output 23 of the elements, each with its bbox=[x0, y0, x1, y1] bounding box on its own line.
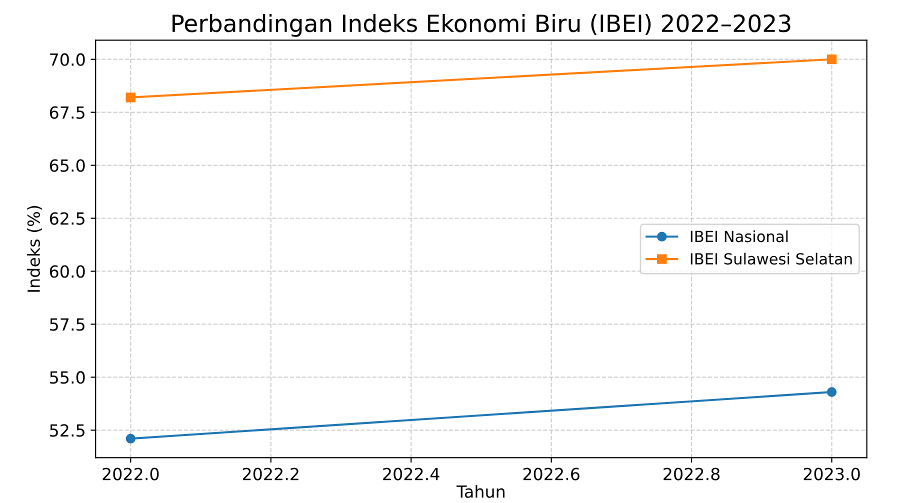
chart-title: Perbandingan Indeks Ekonomi Biru (IBEI) 2022–2023 bbox=[172, 14, 790, 37]
y-tick-label: 55.0 bbox=[50, 371, 85, 384]
x-tick-label: 2022.0 bbox=[102, 468, 159, 480]
x-tick-label: 2022.6 bbox=[523, 468, 580, 480]
legend-label: IBEI Nasional bbox=[690, 230, 788, 242]
point bbox=[826, 54, 837, 64]
y-tick-label: 67.5 bbox=[50, 106, 84, 119]
y-tick-label: 65.0 bbox=[50, 159, 85, 172]
x-tick-label: 2022.2 bbox=[242, 468, 298, 480]
x-axis-title: Tahun bbox=[456, 484, 504, 498]
x-tick-label: 2022.8 bbox=[664, 468, 720, 480]
y-tick-label: 57.5 bbox=[50, 318, 84, 331]
point bbox=[826, 387, 837, 397]
point bbox=[126, 434, 136, 444]
point bbox=[126, 92, 136, 102]
y-tick-label: 70.0 bbox=[50, 53, 85, 66]
y-axis-title: Indeks (%) bbox=[27, 206, 42, 292]
x-tick-label: 2022.4 bbox=[383, 468, 440, 480]
legend-label: IBEI Sulawesi Selatan bbox=[690, 252, 852, 265]
y-tick-label: 60.0 bbox=[50, 265, 85, 278]
y-tick-label: 52.5 bbox=[50, 424, 84, 437]
y-tick-label: 62.5 bbox=[50, 212, 84, 225]
x-tick-label: 2023.0 bbox=[804, 468, 860, 480]
